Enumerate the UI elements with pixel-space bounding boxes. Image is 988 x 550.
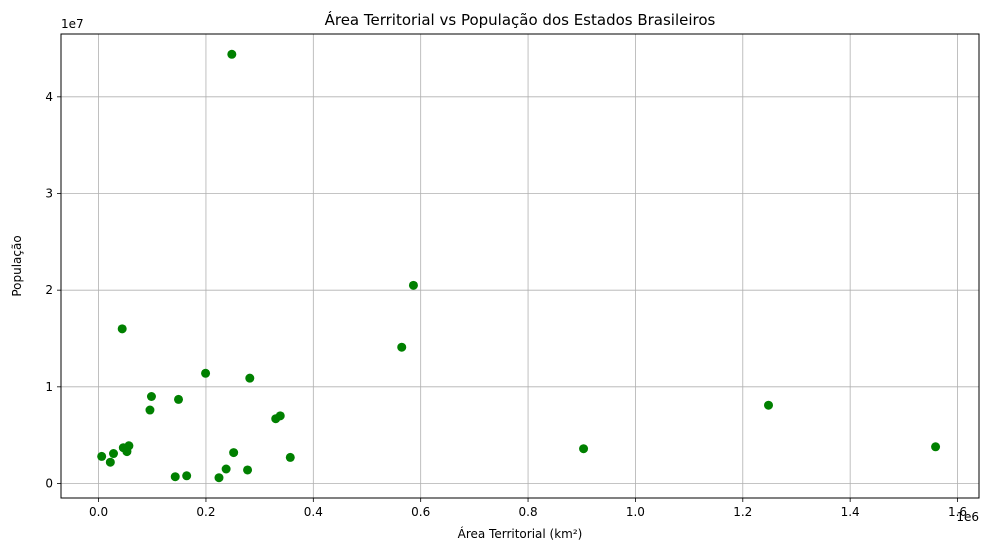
data-point — [105, 457, 115, 467]
chart-title: Área Territorial vs População dos Estado… — [325, 10, 716, 29]
data-point — [243, 465, 253, 475]
data-point — [245, 373, 255, 383]
x-tick-label: 0.8 — [519, 505, 538, 519]
x-tick-label: 1.6 — [948, 505, 967, 519]
y-tick-label: 1 — [45, 380, 53, 394]
data-point — [201, 368, 211, 378]
data-points — [97, 49, 941, 483]
y-tick-label: 3 — [45, 187, 53, 201]
x-offset-label: 1e6 — [956, 510, 979, 524]
data-point — [579, 444, 589, 454]
data-point — [221, 464, 231, 474]
data-point — [145, 405, 155, 415]
x-tick-label: 0.4 — [304, 505, 323, 519]
data-point — [227, 49, 237, 59]
x-tick-label: 0.0 — [89, 505, 108, 519]
x-axis-ticks: 0.0 0.2 0.4 0.6 0.8 1.0 1.2 1.4 1.6 — [89, 498, 967, 519]
data-point — [146, 392, 156, 401]
data-point — [117, 324, 127, 334]
y-offset-label: 1e7 — [61, 17, 84, 31]
y-axis-label: População — [10, 235, 24, 296]
data-point — [124, 441, 134, 451]
x-axis-label: Área Territorial (km²) — [458, 526, 583, 541]
y-tick-label: 2 — [45, 283, 53, 297]
data-point — [170, 472, 180, 482]
grid — [61, 34, 979, 498]
x-tick-label: 1.4 — [841, 505, 860, 519]
y-tick-label: 4 — [45, 90, 53, 104]
y-tick-label: 0 — [45, 477, 53, 491]
data-point — [764, 400, 774, 410]
x-tick-label: 1.2 — [733, 505, 752, 519]
plot-area — [61, 34, 979, 498]
data-point — [229, 448, 239, 458]
x-tick-label: 0.2 — [196, 505, 215, 519]
x-tick-label: 0.6 — [411, 505, 430, 519]
data-point — [275, 411, 285, 421]
data-point — [408, 280, 418, 290]
data-point — [109, 449, 119, 459]
x-tick-label: 1.0 — [626, 505, 645, 519]
plot-frame — [60, 33, 980, 499]
data-point — [182, 471, 192, 481]
data-point — [214, 473, 224, 483]
data-point — [174, 394, 184, 404]
data-point — [931, 442, 941, 452]
y-axis-ticks: 0 1 2 3 4 — [45, 90, 61, 491]
data-point — [285, 452, 295, 462]
data-point — [97, 451, 107, 461]
data-point — [397, 342, 407, 352]
